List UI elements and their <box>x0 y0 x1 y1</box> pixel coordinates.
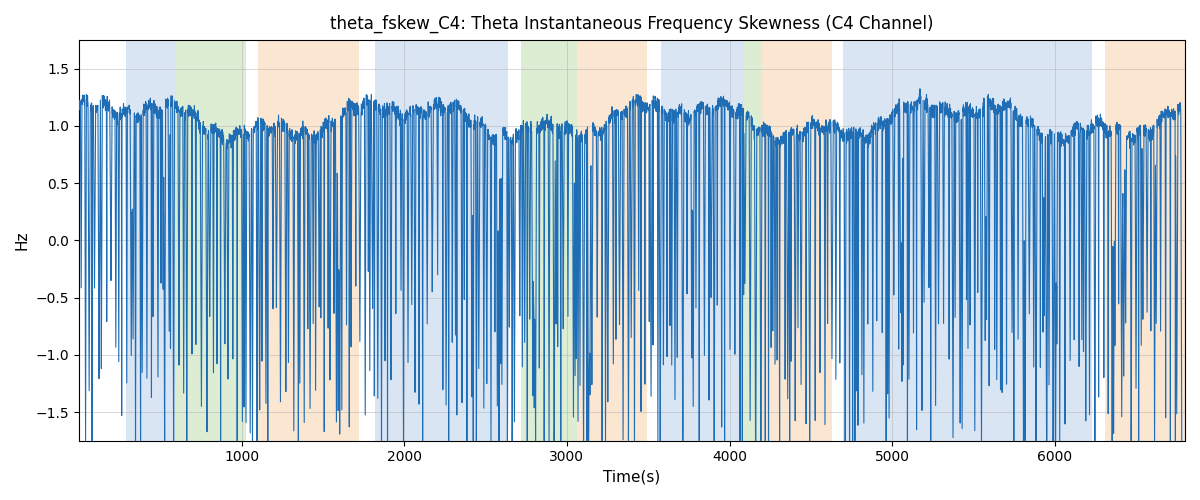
Bar <box>176 40 246 440</box>
Bar <box>762 40 832 440</box>
Bar <box>577 40 647 440</box>
Y-axis label: Hz: Hz <box>14 230 30 250</box>
Bar <box>844 40 1092 440</box>
Title: theta_fskew_C4: Theta Instantaneous Frequency Skewness (C4 Channel): theta_fskew_C4: Theta Instantaneous Freq… <box>330 15 934 34</box>
Bar <box>374 40 509 440</box>
Bar <box>1105 40 1186 440</box>
Bar <box>258 40 359 440</box>
Bar <box>521 40 577 440</box>
X-axis label: Time(s): Time(s) <box>604 470 660 485</box>
Bar <box>126 40 176 440</box>
Bar <box>661 40 744 440</box>
Bar <box>744 40 762 440</box>
